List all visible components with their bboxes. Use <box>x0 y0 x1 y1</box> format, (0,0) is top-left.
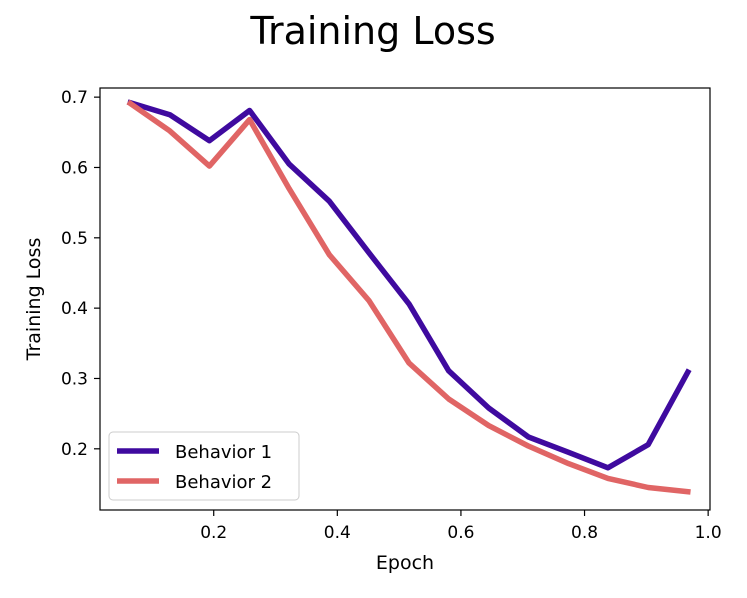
y-tick-label: 0.7 <box>61 88 88 108</box>
x-tick-label: 1.0 <box>695 523 722 543</box>
series-line-1 <box>126 99 692 471</box>
x-tick-label: 0.8 <box>571 523 598 543</box>
legend: Behavior 1 Behavior 2 <box>108 431 300 501</box>
y-tick-label: 0.6 <box>61 158 88 178</box>
y-tick-label: 0.4 <box>61 299 88 319</box>
y-axis-label: Training Loss <box>23 238 45 362</box>
x-tick-label: 0.2 <box>200 523 227 543</box>
chart-title: Training Loss <box>249 9 495 53</box>
y-tick-label: 0.3 <box>61 369 88 389</box>
legend-label-1: Behavior 1 <box>175 442 272 463</box>
series-line-2 <box>126 99 691 495</box>
y-tick-label: 0.2 <box>61 440 88 460</box>
x-axis: 0.2 0.4 0.6 0.8 1.0 <box>200 510 722 543</box>
series-lines <box>126 99 692 495</box>
y-tick-label: 0.5 <box>61 229 88 249</box>
y-axis: 0.2 0.3 0.4 0.5 0.6 0.7 <box>61 88 100 460</box>
legend-label-2: Behavior 2 <box>175 472 272 493</box>
x-tick-label: 0.4 <box>324 523 351 543</box>
plot-frame <box>99 87 711 511</box>
x-tick-label: 0.6 <box>447 523 474 543</box>
x-axis-label: Epoch <box>376 552 434 574</box>
